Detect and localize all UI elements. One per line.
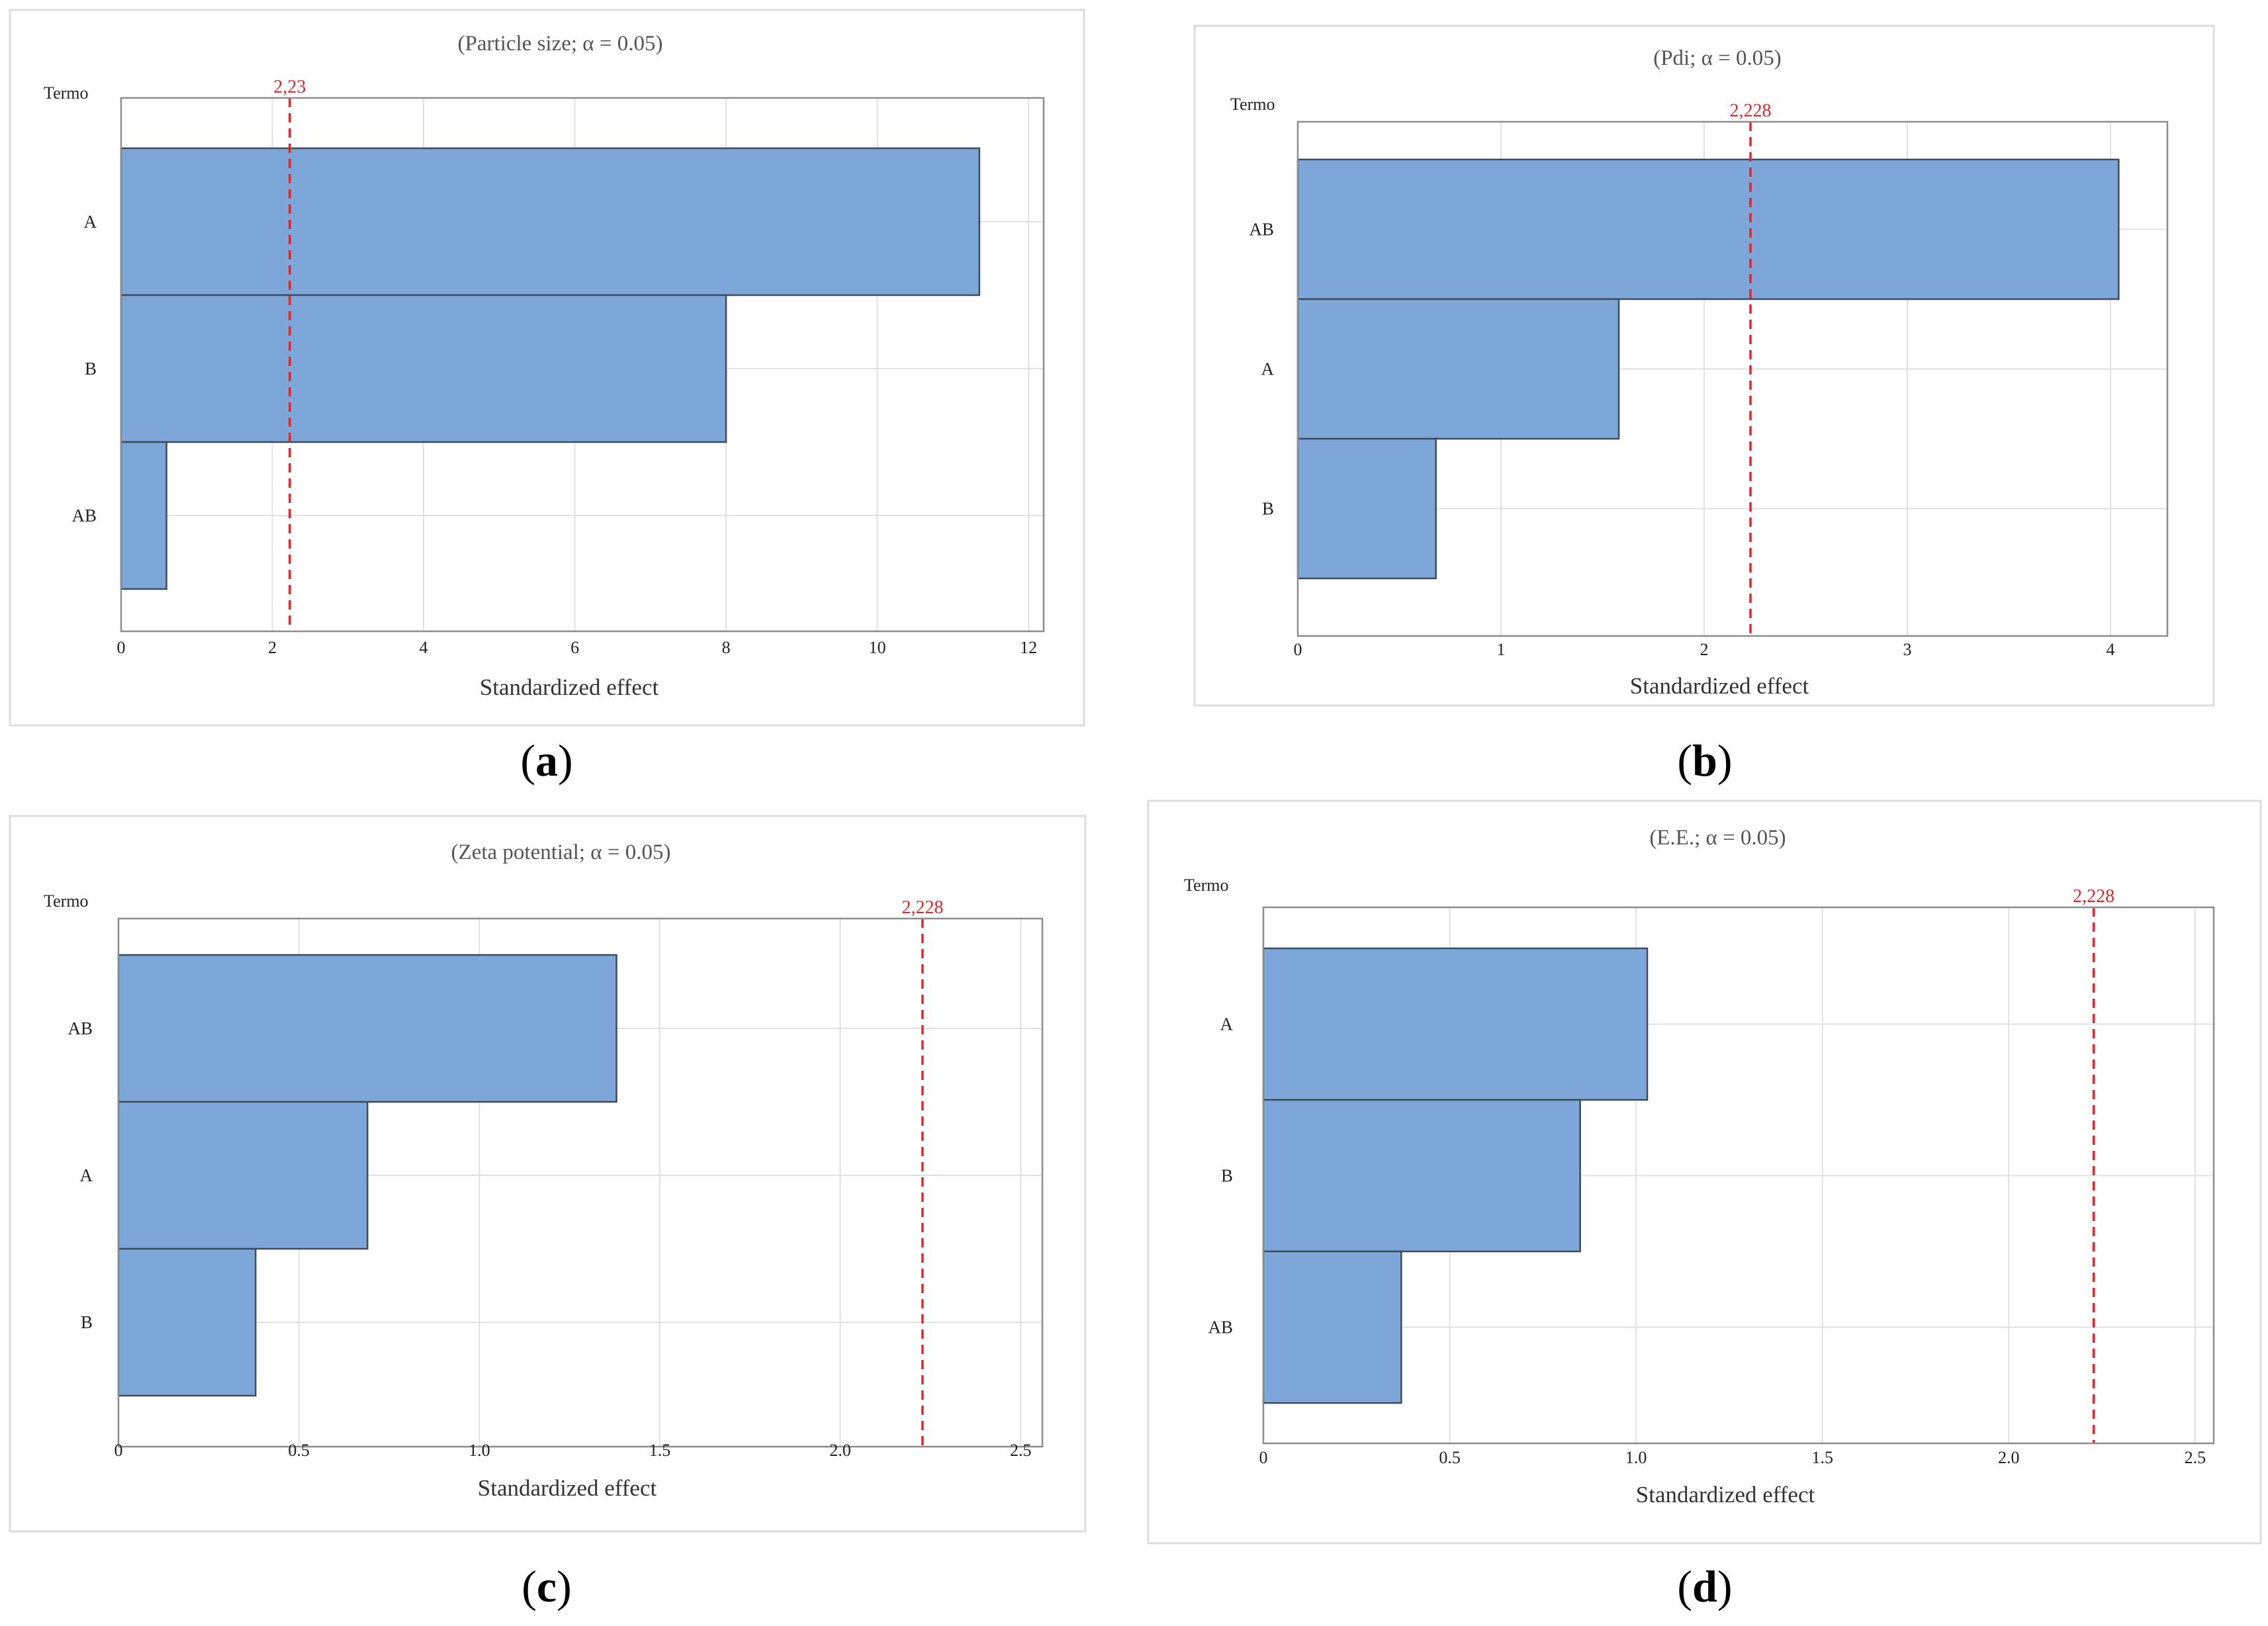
panel-label-b: (b) bbox=[1677, 735, 1733, 786]
plot-frame bbox=[1296, 120, 2169, 637]
x-tick-label: 4 bbox=[2107, 640, 2115, 659]
x-tick-label: 12 bbox=[1020, 638, 1037, 657]
category-label: A bbox=[1220, 1015, 1234, 1034]
x-tick-label: 6 bbox=[570, 638, 579, 657]
category-label: AB bbox=[71, 506, 97, 525]
bar-ab bbox=[117, 954, 617, 1103]
category-label: A bbox=[1261, 359, 1275, 379]
category-label: B bbox=[1221, 1166, 1233, 1186]
x-tick-label: 0 bbox=[1294, 640, 1302, 659]
bar-ab bbox=[1262, 1250, 1402, 1404]
chart-title: (Pdi; α = 0.05) bbox=[1653, 46, 1782, 70]
x-tick-label: 0 bbox=[1259, 1448, 1268, 1467]
y-header: Termo bbox=[44, 83, 89, 103]
bar-ab bbox=[120, 441, 167, 590]
panel-label-c: (c) bbox=[522, 1561, 572, 1611]
reference-label: 2,228 bbox=[2073, 886, 2114, 907]
x-tick-label: 2.0 bbox=[1998, 1448, 2020, 1467]
x-tick-label: 2 bbox=[1700, 640, 1709, 659]
bar-ab bbox=[1296, 158, 2120, 300]
category-label: B bbox=[1262, 499, 1274, 519]
bar-b bbox=[117, 1247, 257, 1397]
reference-label: 2,23 bbox=[273, 77, 306, 97]
bar-b bbox=[1262, 1099, 1581, 1253]
x-tick-label: 1.5 bbox=[1811, 1448, 1833, 1467]
chart-title: (Particle size; α = 0.05) bbox=[458, 32, 663, 56]
category-label: B bbox=[85, 359, 97, 379]
x-tick-label: 0 bbox=[114, 1441, 123, 1460]
x-tick-label: 2 bbox=[268, 638, 277, 657]
bar-a bbox=[1262, 947, 1649, 1101]
y-header: Termo bbox=[1230, 95, 1275, 114]
chart-zeta-potential: (Zeta potential; α = 0.05)Termo 2,228ABAB… bbox=[9, 815, 1087, 1533]
plot-frame bbox=[120, 97, 1045, 633]
x-tick-label: 1 bbox=[1497, 640, 1506, 659]
x-tick-label: 3 bbox=[1903, 640, 1912, 659]
x-tick-label: 8 bbox=[722, 638, 731, 657]
plot-frame bbox=[117, 917, 1044, 1448]
x-tick-label: 1.5 bbox=[649, 1441, 671, 1460]
x-axis-label: Standardized effect bbox=[1630, 673, 1809, 699]
chart-title: (Zeta potential; α = 0.05) bbox=[451, 840, 671, 864]
x-tick-label: 2.0 bbox=[829, 1441, 851, 1460]
x-tick-label: 0 bbox=[117, 638, 126, 657]
bar-b bbox=[120, 294, 727, 443]
category-label: A bbox=[84, 212, 97, 232]
x-tick-label: 4 bbox=[420, 638, 428, 657]
category-label: AB bbox=[1208, 1318, 1233, 1337]
x-axis-label: Standardized effect bbox=[478, 1475, 657, 1501]
x-tick-label: 1.0 bbox=[1625, 1448, 1647, 1467]
category-label: AB bbox=[68, 1018, 93, 1038]
y-header: Termo bbox=[1184, 876, 1229, 895]
bar-a bbox=[120, 147, 981, 296]
category-label: A bbox=[80, 1165, 93, 1185]
x-tick-label: 10 bbox=[869, 638, 886, 657]
x-tick-label: 2.5 bbox=[1010, 1441, 1032, 1460]
x-axis-label: Standardized effect bbox=[1636, 1482, 1815, 1508]
x-tick-label: 0.5 bbox=[1439, 1448, 1461, 1467]
bar-a bbox=[1296, 298, 1620, 440]
reference-label: 2,228 bbox=[901, 897, 943, 918]
x-axis-label: Standardized effect bbox=[480, 674, 659, 700]
x-tick-label: 0.5 bbox=[288, 1441, 310, 1460]
category-label: B bbox=[81, 1312, 93, 1332]
category-label: AB bbox=[1249, 220, 1274, 240]
panel-label-d: (d) bbox=[1677, 1561, 1733, 1611]
y-header: Termo bbox=[44, 891, 89, 911]
bar-b bbox=[1296, 437, 1437, 580]
panel-label-a: (a) bbox=[520, 735, 573, 786]
plot-frame bbox=[1262, 906, 2215, 1445]
x-tick-label: 2.5 bbox=[2185, 1448, 2206, 1467]
x-tick-label: 1.0 bbox=[469, 1441, 490, 1460]
bar-a bbox=[117, 1101, 369, 1250]
reference-label: 2,228 bbox=[1730, 101, 1772, 121]
chart-title: (E.E.; α = 0.05) bbox=[1649, 826, 1786, 850]
